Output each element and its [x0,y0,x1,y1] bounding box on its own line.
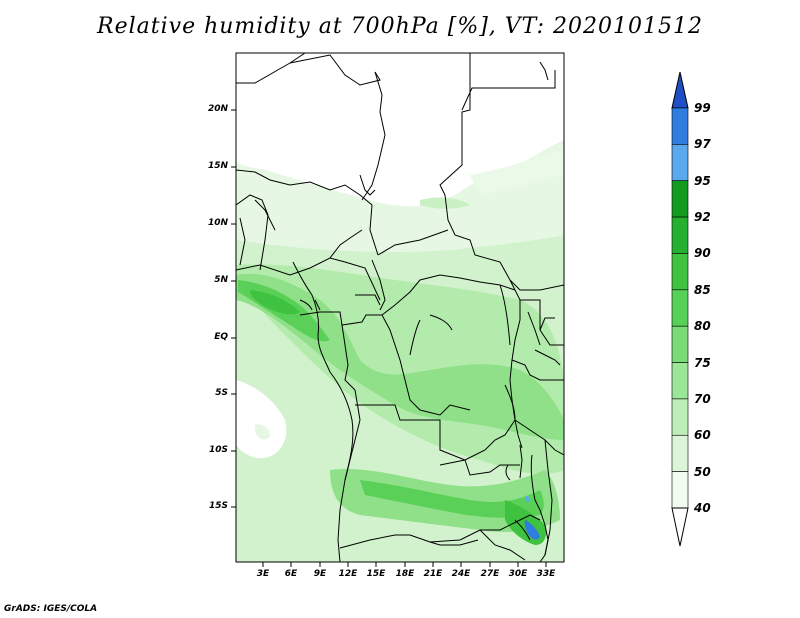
colorbar-top-arrow [671,71,689,109]
colorbar-segment [671,107,689,145]
colorbar-label: 70 [694,392,711,406]
y-tick-label: 10N [207,218,228,228]
x-tick-label: 3E [256,569,270,579]
credit-text: GrADS: IGES/COLA [4,604,98,614]
x-tick-label: 27E [480,569,500,579]
colorbar-segment [671,289,689,327]
country-borders [236,53,564,562]
x-tick-label: 30E [508,569,528,579]
y-tick-label: 20N [207,104,228,114]
y-tick-label: 10S [208,445,228,455]
colorbar-segment [671,144,689,182]
colorbar-label: 92 [694,210,711,224]
colorbar-segment [671,471,689,509]
colorbar [671,71,689,547]
x-tick-marks [262,562,547,567]
map-frame [235,52,565,563]
x-tick-label: 6E [284,569,298,579]
colorbar-segment [671,216,689,254]
y-tick-marks [231,109,236,508]
y-tick-label: 15N [207,161,228,171]
x-tick-label: 24E [451,569,471,579]
x-tick-label: 18E [395,569,415,579]
y-tick-label: 5N [214,275,228,285]
colorbar-label: 50 [694,465,711,479]
colorbar-segment [671,398,689,436]
colorbar-label: 85 [694,283,711,297]
colorbar-bottom-arrow [671,507,689,547]
colorbar-label: 80 [694,319,711,333]
colorbar-label: 90 [694,246,711,260]
colorbar-segment [671,180,689,218]
x-tick-label: 9E [313,569,327,579]
colorbar-label: 97 [694,137,711,151]
colorbar-label: 99 [694,101,711,115]
y-tick-label: EQ [214,332,228,342]
colorbar-label: 75 [694,356,711,370]
colorbar-segment [671,325,689,363]
x-tick-label: 21E [423,569,443,579]
map-title: Relative humidity at 700hPa [%], VT: 202… [97,14,703,39]
x-tick-label: 12E [338,569,358,579]
colorbar-label: 40 [694,501,711,515]
colorbar-segment [671,362,689,400]
colorbar-label: 95 [694,174,711,188]
humidity-field [236,53,564,562]
x-tick-label: 15E [366,569,386,579]
colorbar-label: 60 [694,428,711,442]
x-tick-label: 33E [536,569,556,579]
colorbar-segment [671,434,689,472]
y-tick-label: 15S [208,501,228,511]
y-tick-label: 5S [215,388,228,398]
colorbar-segment [671,253,689,291]
